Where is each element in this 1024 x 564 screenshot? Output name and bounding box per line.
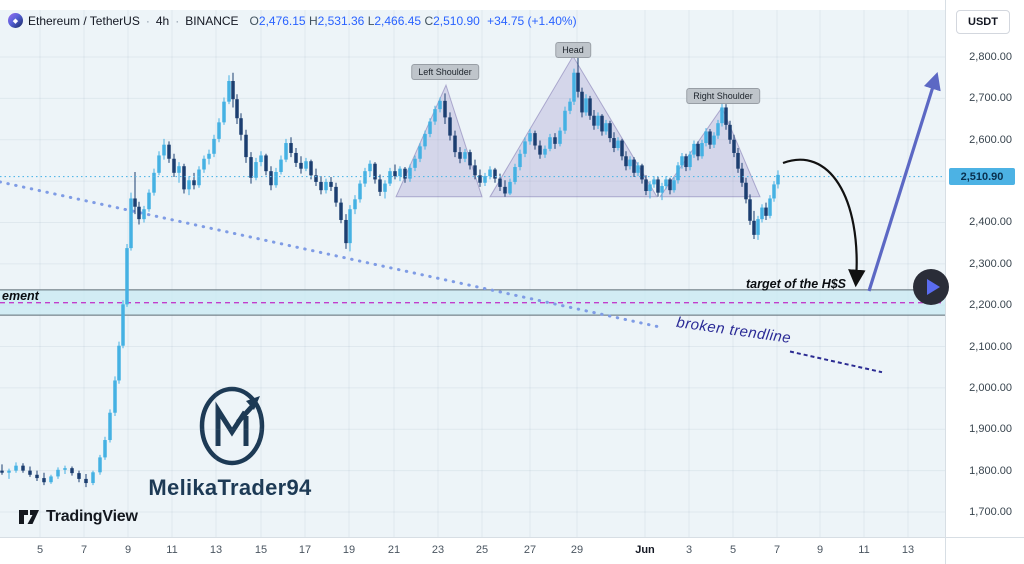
chart-canvas-background <box>0 10 945 537</box>
tradingview-logo[interactable]: TradingView <box>18 507 138 527</box>
target-arrow <box>782 158 866 288</box>
low-label: L <box>367 13 375 28</box>
trader-logo-icon <box>199 386 265 466</box>
time-tick-label: 25 <box>475 544 489 556</box>
time-tick-label: 23 <box>431 544 445 556</box>
support-zone[interactable] <box>0 289 945 316</box>
symbol-name[interactable]: Ethereum / TetherUS <box>28 13 140 28</box>
head-label[interactable]: Head <box>555 42 591 58</box>
price-tick-label: 2,400.00 <box>969 216 1012 229</box>
time-tick-label: 11 <box>166 544 178 556</box>
time-tick-label: 3 <box>685 544 693 556</box>
annotation-arrows[interactable] <box>782 71 941 292</box>
legend-separator: · <box>175 13 180 28</box>
time-tick-label: 13 <box>901 544 915 556</box>
candlestick-chart[interactable] <box>0 0 945 537</box>
low-value: 2,466.45 <box>374 13 422 28</box>
pattern-triangle-right-shoulder <box>659 106 761 198</box>
price-tick-label: 2,600.00 <box>969 133 1012 146</box>
price-tick-label: 1,900.00 <box>969 423 1012 436</box>
head-and-shoulders-triangles[interactable] <box>395 55 761 198</box>
time-tick-label: 7 <box>773 544 781 556</box>
price-tick-label: 2,000.00 <box>969 381 1012 394</box>
trader-watermark-name: MelikaTrader94 <box>148 475 312 500</box>
change-value: +34.75 (+1.40%) <box>487 13 577 28</box>
high-label: H <box>308 13 318 28</box>
high-value: 2,531.36 <box>317 13 365 28</box>
left-shoulder-label[interactable]: Left Shoulder <box>411 64 479 80</box>
close-value: 2,510.90 <box>433 13 480 28</box>
time-tick-label: 15 <box>254 544 268 556</box>
current-price-badge: 2,510.90 <box>949 168 1015 186</box>
time-tick-label: 5 <box>36 544 44 556</box>
broken-trendline[interactable] <box>0 180 883 374</box>
price-tick-label: 2,200.00 <box>969 299 1012 312</box>
time-tick-label: 9 <box>816 544 824 556</box>
time-tick-label: 9 <box>124 544 132 556</box>
interval-label[interactable]: 4h <box>155 13 170 28</box>
time-tick-label: 11 <box>858 544 870 556</box>
tradingview-name: TradingView <box>46 508 138 525</box>
price-tick-label: 2,700.00 <box>969 92 1012 105</box>
zone-left-label: ement <box>2 289 39 303</box>
legend-separator: · <box>145 13 150 28</box>
target-note[interactable]: target of the H$S <box>746 277 847 291</box>
close-label: C <box>424 13 434 28</box>
ohlc-readout: O2,476.15 H2,531.36 L2,466.45 C2,510.90 … <box>250 14 577 28</box>
open-label: O <box>249 13 259 28</box>
candles-layer <box>0 57 780 488</box>
time-tick-label: 29 <box>570 544 584 556</box>
play-icon <box>926 279 940 295</box>
time-tick-label: 21 <box>387 544 401 556</box>
time-tick-label: 5 <box>729 544 737 556</box>
projection-arrow-up <box>867 71 941 292</box>
currency-toggle-button[interactable]: USDT <box>956 10 1010 34</box>
pattern-triangle-left-shoulder <box>395 83 483 198</box>
time-tick-label: 19 <box>342 544 356 556</box>
ethereum-icon: ◆ <box>8 13 23 28</box>
price-tick-label: 1,700.00 <box>969 506 1012 518</box>
price-tick-label: 2,800.00 <box>969 51 1012 63</box>
time-tick-label: Jun <box>635 544 655 556</box>
time-tick-label: 7 <box>80 544 88 556</box>
grid-lines <box>0 10 945 537</box>
symbol-legend: ◆ Ethereum / TetherUS · 4h · BINANCE O2,… <box>8 13 577 28</box>
right-shoulder-label[interactable]: Right Shoulder <box>686 88 760 104</box>
tradingview-icon <box>19 510 39 524</box>
time-tick-label: 27 <box>523 544 537 556</box>
price-tick-label: 2,100.00 <box>969 340 1012 353</box>
time-axis[interactable]: 5 7 9 11 13 15 17 19 21 23 25 27 29 Jun 3 5 7 9 11 13 <box>0 537 945 564</box>
price-tick-label: 2,300.00 <box>969 257 1012 270</box>
time-tick-label: 17 <box>298 544 312 556</box>
axis-corner <box>945 537 1024 564</box>
pattern-triangle-head <box>489 55 658 198</box>
price-axis[interactable]: USDT 2,800.00 2,700.00 2,600.00 2,400.00 2,3… <box>945 0 1024 537</box>
time-tick-label: 13 <box>209 544 223 556</box>
play-button[interactable] <box>913 269 949 305</box>
trader-watermark: MelikaTrader94 <box>140 380 320 501</box>
price-tick-label: 1,800.00 <box>969 464 1012 477</box>
exchange-label[interactable]: BINANCE <box>185 13 239 28</box>
open-value: 2,476.15 <box>258 13 306 28</box>
